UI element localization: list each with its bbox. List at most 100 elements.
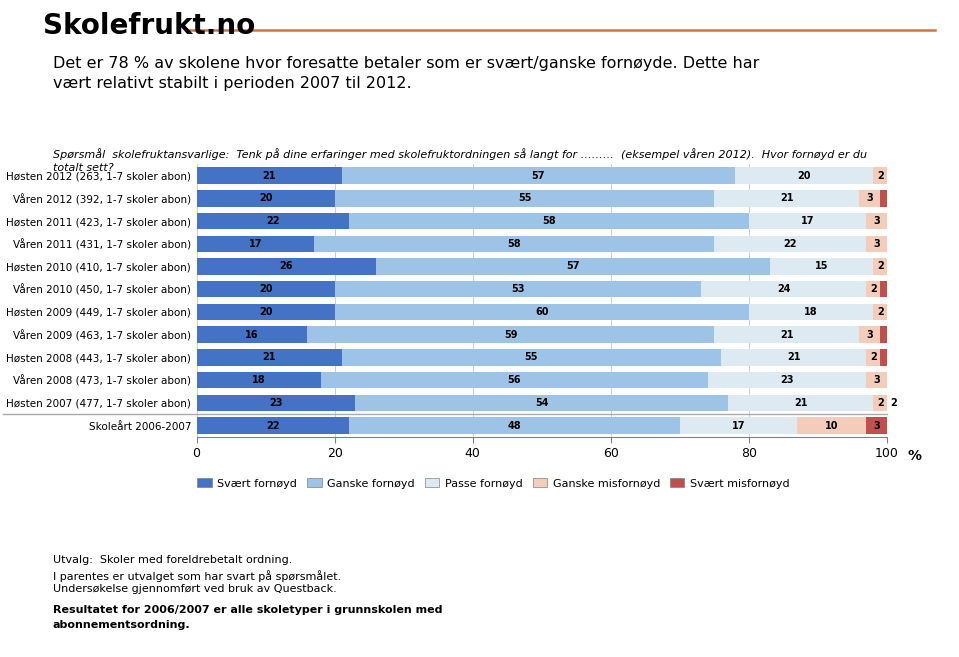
Bar xyxy=(335,281,701,298)
Text: 15: 15 xyxy=(815,261,829,271)
Text: Spørsmål  skolefruktansvarlige:  Tenk på dine erfaringer med skolefruktordningen: Spørsmål skolefruktansvarlige: Tenk på d… xyxy=(53,148,867,173)
Bar xyxy=(197,190,335,206)
Text: 60: 60 xyxy=(535,307,549,317)
Text: 2: 2 xyxy=(870,284,877,294)
Text: 54: 54 xyxy=(535,398,549,408)
Text: Undersøkelse gjennomført ved bruk av Questback.: Undersøkelse gjennomført ved bruk av Que… xyxy=(53,584,337,594)
Text: 18: 18 xyxy=(805,307,818,317)
Text: 2: 2 xyxy=(877,398,883,408)
Text: Det er 78 % av skolene hvor foresatte betaler som er svært/ganske fornøyde. Dett: Det er 78 % av skolene hvor foresatte be… xyxy=(53,56,760,91)
Bar xyxy=(880,281,887,298)
Bar xyxy=(866,213,887,229)
Text: I parentes er utvalget som har svart på spørsmålet.: I parentes er utvalget som har svart på … xyxy=(53,570,341,581)
Bar xyxy=(197,281,335,298)
Legend: Svært fornøyd, Ganske fornøyd, Passe fornøyd, Ganske misfornøyd, Svært misfornøy: Svært fornøyd, Ganske fornøyd, Passe for… xyxy=(193,474,794,493)
Bar xyxy=(197,213,348,229)
Text: 58: 58 xyxy=(507,238,521,249)
Text: 2: 2 xyxy=(877,261,883,271)
Bar xyxy=(708,372,866,388)
Bar xyxy=(866,236,887,252)
Bar xyxy=(866,372,887,388)
Bar xyxy=(335,304,749,320)
Text: 17: 17 xyxy=(248,238,262,249)
Text: Utvalg:  Skoler med foreldrebetalt ordning.: Utvalg: Skoler med foreldrebetalt ordnin… xyxy=(53,555,292,565)
Bar xyxy=(874,395,887,411)
Text: 21: 21 xyxy=(781,330,794,340)
Bar xyxy=(736,168,874,184)
Text: 23: 23 xyxy=(269,398,283,408)
Text: Resultatet for 2006/2007 er alle skoletyper i grunnskolen med: Resultatet for 2006/2007 er alle skolety… xyxy=(53,605,442,615)
Text: 48: 48 xyxy=(507,420,521,430)
Bar xyxy=(376,258,770,275)
Text: 16: 16 xyxy=(246,330,259,340)
Text: 55: 55 xyxy=(525,352,538,363)
Text: abonnementsordning.: abonnementsordning. xyxy=(53,620,191,629)
Text: 21: 21 xyxy=(794,398,807,408)
Bar xyxy=(348,213,749,229)
Text: 21: 21 xyxy=(787,352,801,363)
Text: 2: 2 xyxy=(891,398,898,408)
Bar xyxy=(721,350,866,365)
Bar xyxy=(887,395,901,411)
Text: 21: 21 xyxy=(263,352,276,363)
Bar xyxy=(197,372,321,388)
Text: 17: 17 xyxy=(732,420,745,430)
Bar xyxy=(680,417,797,434)
Text: 21: 21 xyxy=(781,193,794,203)
Bar xyxy=(356,395,728,411)
Text: 3: 3 xyxy=(874,375,880,385)
Bar xyxy=(197,258,376,275)
Bar xyxy=(314,236,714,252)
Text: 3: 3 xyxy=(874,216,880,226)
Bar xyxy=(770,258,874,275)
Text: %: % xyxy=(908,449,922,463)
Text: 59: 59 xyxy=(504,330,518,340)
Bar xyxy=(197,350,341,365)
Bar xyxy=(866,281,880,298)
Text: 10: 10 xyxy=(825,420,838,430)
Bar xyxy=(859,327,880,343)
Text: 20: 20 xyxy=(259,284,272,294)
Text: 57: 57 xyxy=(566,261,579,271)
Bar xyxy=(341,168,736,184)
Bar xyxy=(874,168,887,184)
Bar xyxy=(341,350,721,365)
Text: 24: 24 xyxy=(777,284,790,294)
Text: 23: 23 xyxy=(781,375,794,385)
Text: 3: 3 xyxy=(874,238,880,249)
Bar xyxy=(749,213,866,229)
Text: 22: 22 xyxy=(266,420,279,430)
Bar xyxy=(866,417,887,434)
Bar xyxy=(714,236,866,252)
Bar xyxy=(874,258,887,275)
Bar xyxy=(197,417,348,434)
Bar xyxy=(797,417,866,434)
Text: 56: 56 xyxy=(507,375,521,385)
Bar xyxy=(880,327,887,343)
Text: 2: 2 xyxy=(870,352,877,363)
Text: 55: 55 xyxy=(518,193,531,203)
Bar xyxy=(714,327,859,343)
Bar xyxy=(335,190,714,206)
Text: 22: 22 xyxy=(784,238,797,249)
Bar xyxy=(197,236,314,252)
Bar xyxy=(701,281,866,298)
Text: 17: 17 xyxy=(801,216,814,226)
Text: 3: 3 xyxy=(874,420,880,430)
Text: 18: 18 xyxy=(252,375,266,385)
Text: 53: 53 xyxy=(511,284,525,294)
Bar xyxy=(728,395,874,411)
Bar xyxy=(307,327,714,343)
Text: 3: 3 xyxy=(866,193,874,203)
Bar xyxy=(866,350,880,365)
Text: 3: 3 xyxy=(866,330,874,340)
Bar xyxy=(880,190,887,206)
Text: 2: 2 xyxy=(877,171,883,181)
Bar xyxy=(749,304,874,320)
Bar xyxy=(880,350,887,365)
Text: 20: 20 xyxy=(798,171,811,181)
Text: 21: 21 xyxy=(263,171,276,181)
Text: 20: 20 xyxy=(259,307,272,317)
Bar xyxy=(197,395,356,411)
Bar xyxy=(348,417,680,434)
